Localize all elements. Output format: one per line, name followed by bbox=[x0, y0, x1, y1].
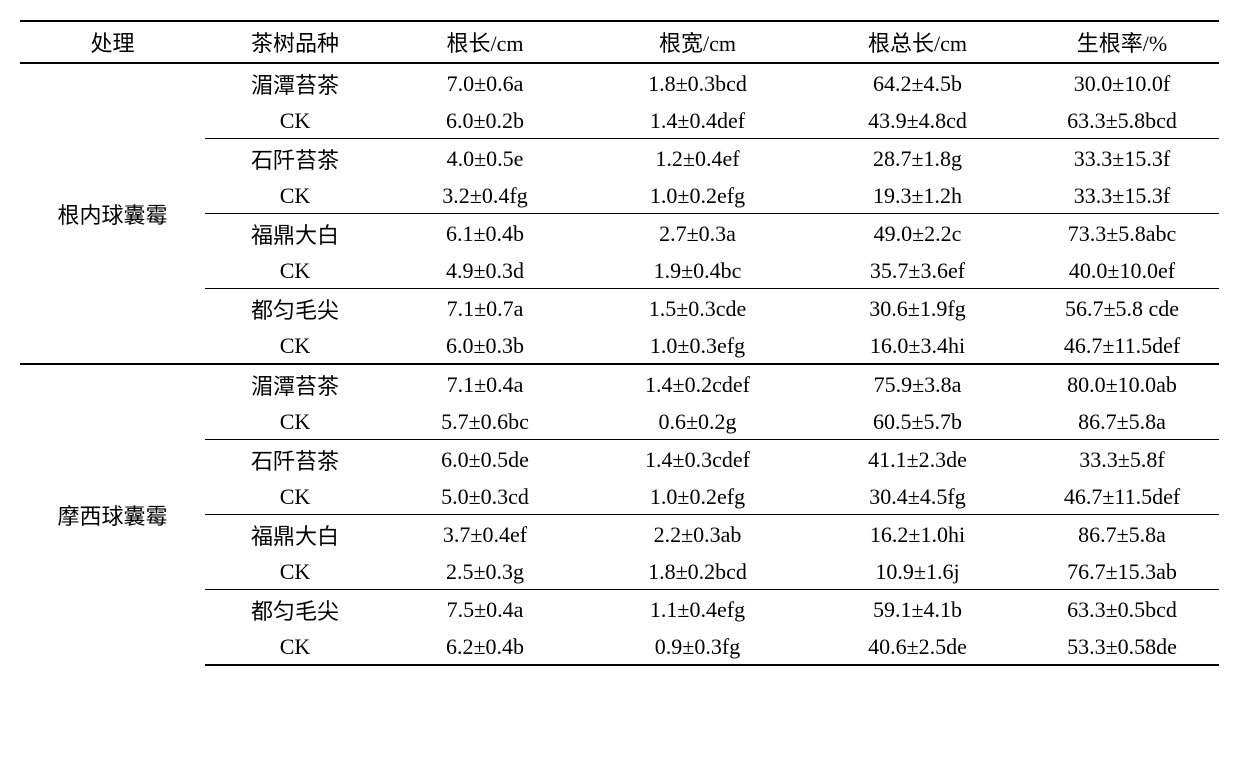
value-cell: 76.7±15.3ab bbox=[1025, 555, 1219, 590]
value-cell: 59.1±4.1b bbox=[810, 590, 1025, 631]
value-cell: 19.3±1.2h bbox=[810, 179, 1025, 214]
variety-cell: CK bbox=[205, 630, 385, 665]
variety-cell: CK bbox=[205, 329, 385, 364]
value-cell: 73.3±5.8abc bbox=[1025, 214, 1219, 255]
value-cell: 46.7±11.5def bbox=[1025, 329, 1219, 364]
value-cell: 1.9±0.4bc bbox=[585, 254, 810, 289]
variety-cell: CK bbox=[205, 254, 385, 289]
value-cell: 4.0±0.5e bbox=[385, 139, 585, 180]
table-body: 根内球囊霉湄潭苔茶7.0±0.6a1.8±0.3bcd64.2±4.5b30.0… bbox=[20, 63, 1219, 665]
value-cell: 3.7±0.4ef bbox=[385, 515, 585, 556]
col-treatment: 处理 bbox=[20, 21, 205, 63]
col-root-len: 根长/cm bbox=[385, 21, 585, 63]
value-cell: 60.5±5.7b bbox=[810, 405, 1025, 440]
variety-cell: 石阡苔茶 bbox=[205, 139, 385, 180]
value-cell: 30.6±1.9fg bbox=[810, 289, 1025, 330]
col-variety: 茶树品种 bbox=[205, 21, 385, 63]
value-cell: 2.5±0.3g bbox=[385, 555, 585, 590]
variety-cell: 都匀毛尖 bbox=[205, 590, 385, 631]
value-cell: 6.1±0.4b bbox=[385, 214, 585, 255]
col-root-wid: 根宽/cm bbox=[585, 21, 810, 63]
value-cell: 3.2±0.4fg bbox=[385, 179, 585, 214]
value-cell: 5.0±0.3cd bbox=[385, 480, 585, 515]
value-cell: 6.0±0.2b bbox=[385, 104, 585, 139]
value-cell: 75.9±3.8a bbox=[810, 364, 1025, 405]
value-cell: 33.3±5.8f bbox=[1025, 440, 1219, 481]
table-row: 根内球囊霉湄潭苔茶7.0±0.6a1.8±0.3bcd64.2±4.5b30.0… bbox=[20, 63, 1219, 104]
value-cell: 2.2±0.3ab bbox=[585, 515, 810, 556]
value-cell: 49.0±2.2c bbox=[810, 214, 1025, 255]
value-cell: 53.3±0.58de bbox=[1025, 630, 1219, 665]
col-root-rate: 生根率/% bbox=[1025, 21, 1219, 63]
value-cell: 33.3±15.3f bbox=[1025, 139, 1219, 180]
value-cell: 30.4±4.5fg bbox=[810, 480, 1025, 515]
variety-cell: 福鼎大白 bbox=[205, 214, 385, 255]
value-cell: 40.6±2.5de bbox=[810, 630, 1025, 665]
data-table-container: 处理 茶树品种 根长/cm 根宽/cm 根总长/cm 生根率/% 根内球囊霉湄潭… bbox=[20, 20, 1219, 666]
value-cell: 63.3±5.8bcd bbox=[1025, 104, 1219, 139]
value-cell: 7.5±0.4a bbox=[385, 590, 585, 631]
value-cell: 41.1±2.3de bbox=[810, 440, 1025, 481]
value-cell: 1.8±0.2bcd bbox=[585, 555, 810, 590]
value-cell: 40.0±10.0ef bbox=[1025, 254, 1219, 289]
value-cell: 2.7±0.3a bbox=[585, 214, 810, 255]
value-cell: 1.0±0.2efg bbox=[585, 480, 810, 515]
value-cell: 0.6±0.2g bbox=[585, 405, 810, 440]
data-table: 处理 茶树品种 根长/cm 根宽/cm 根总长/cm 生根率/% 根内球囊霉湄潭… bbox=[20, 20, 1219, 666]
value-cell: 7.1±0.4a bbox=[385, 364, 585, 405]
value-cell: 1.4±0.2cdef bbox=[585, 364, 810, 405]
col-root-tot: 根总长/cm bbox=[810, 21, 1025, 63]
treatment-cell: 根内球囊霉 bbox=[20, 63, 205, 364]
value-cell: 0.9±0.3fg bbox=[585, 630, 810, 665]
value-cell: 5.7±0.6bc bbox=[385, 405, 585, 440]
value-cell: 6.2±0.4b bbox=[385, 630, 585, 665]
value-cell: 6.0±0.5de bbox=[385, 440, 585, 481]
value-cell: 86.7±5.8a bbox=[1025, 515, 1219, 556]
treatment-cell: 摩西球囊霉 bbox=[20, 364, 205, 665]
value-cell: 16.2±1.0hi bbox=[810, 515, 1025, 556]
variety-cell: 福鼎大白 bbox=[205, 515, 385, 556]
variety-cell: CK bbox=[205, 405, 385, 440]
value-cell: 43.9±4.8cd bbox=[810, 104, 1025, 139]
value-cell: 63.3±0.5bcd bbox=[1025, 590, 1219, 631]
variety-cell: 石阡苔茶 bbox=[205, 440, 385, 481]
value-cell: 1.1±0.4efg bbox=[585, 590, 810, 631]
value-cell: 10.9±1.6j bbox=[810, 555, 1025, 590]
value-cell: 1.4±0.3cdef bbox=[585, 440, 810, 481]
header-row: 处理 茶树品种 根长/cm 根宽/cm 根总长/cm 生根率/% bbox=[20, 21, 1219, 63]
value-cell: 16.0±3.4hi bbox=[810, 329, 1025, 364]
value-cell: 1.5±0.3cde bbox=[585, 289, 810, 330]
value-cell: 1.2±0.4ef bbox=[585, 139, 810, 180]
value-cell: 64.2±4.5b bbox=[810, 63, 1025, 104]
value-cell: 56.7±5.8 cde bbox=[1025, 289, 1219, 330]
variety-cell: 湄潭苔茶 bbox=[205, 364, 385, 405]
value-cell: 1.8±0.3bcd bbox=[585, 63, 810, 104]
value-cell: 30.0±10.0f bbox=[1025, 63, 1219, 104]
variety-cell: 湄潭苔茶 bbox=[205, 63, 385, 104]
value-cell: 28.7±1.8g bbox=[810, 139, 1025, 180]
value-cell: 6.0±0.3b bbox=[385, 329, 585, 364]
value-cell: 1.0±0.3efg bbox=[585, 329, 810, 364]
value-cell: 35.7±3.6ef bbox=[810, 254, 1025, 289]
value-cell: 33.3±15.3f bbox=[1025, 179, 1219, 214]
value-cell: 86.7±5.8a bbox=[1025, 405, 1219, 440]
variety-cell: CK bbox=[205, 555, 385, 590]
value-cell: 4.9±0.3d bbox=[385, 254, 585, 289]
value-cell: 80.0±10.0ab bbox=[1025, 364, 1219, 405]
value-cell: 7.0±0.6a bbox=[385, 63, 585, 104]
value-cell: 46.7±11.5def bbox=[1025, 480, 1219, 515]
value-cell: 1.4±0.4def bbox=[585, 104, 810, 139]
value-cell: 1.0±0.2efg bbox=[585, 179, 810, 214]
variety-cell: CK bbox=[205, 104, 385, 139]
variety-cell: 都匀毛尖 bbox=[205, 289, 385, 330]
variety-cell: CK bbox=[205, 179, 385, 214]
table-row: 摩西球囊霉湄潭苔茶7.1±0.4a1.4±0.2cdef75.9±3.8a80.… bbox=[20, 364, 1219, 405]
variety-cell: CK bbox=[205, 480, 385, 515]
value-cell: 7.1±0.7a bbox=[385, 289, 585, 330]
